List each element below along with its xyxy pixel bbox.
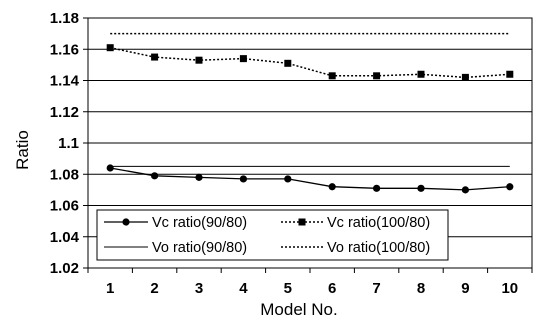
series-1-point-3 — [195, 56, 203, 64]
y-tick-label-3: 1.08 — [50, 166, 79, 183]
series-0 — [106, 164, 514, 194]
y-tick-label-1: 1.04 — [50, 229, 80, 246]
series-1-point-10 — [506, 70, 514, 78]
series-1-point-2 — [151, 53, 159, 61]
x-tick-label-2: 2 — [150, 280, 158, 297]
y-axis-ticks: 1.02 1.04 1.06 1.08 1.1 1.12 1.14 1.16 1.18 — [50, 10, 88, 277]
series-1-point-8 — [417, 70, 425, 78]
legend-marker-vc-100 — [298, 218, 306, 226]
legend-marker-vc-90 — [122, 218, 130, 226]
legend-label-vc-100: Vc ratio(100/80) — [327, 215, 430, 231]
y-tick-label-2: 1.06 — [50, 198, 79, 215]
series-0-point-7 — [373, 184, 381, 192]
x-tick-label-8: 8 — [417, 280, 425, 297]
series-0-point-6 — [328, 183, 336, 191]
x-tick-label-4: 4 — [239, 280, 248, 297]
series-1-point-5 — [284, 59, 292, 67]
series-1-point-4 — [239, 55, 247, 63]
series-1-point-1 — [106, 44, 114, 52]
series-group — [106, 32, 514, 194]
x-axis-ticks: 1 2 3 4 5 6 7 8 9 10 — [87, 268, 533, 297]
y-tick-label-0: 1.02 — [50, 260, 79, 277]
legend-label-vc-90: Vc ratio(90/80) — [152, 215, 247, 231]
x-tick-label-5: 5 — [284, 280, 292, 297]
series-0-point-8 — [417, 184, 425, 192]
y-tick-label-5: 1.12 — [50, 104, 79, 121]
series-0-point-5 — [284, 175, 292, 183]
legend-label-vo-100: Vo ratio(100/80) — [327, 240, 430, 256]
legend: Vc ratio(90/80) Vc ratio(100/80) Vo rati… — [96, 209, 449, 261]
y-tick-label-4: 1.1 — [58, 135, 79, 152]
y-tick-label-6: 1.14 — [50, 73, 80, 90]
x-axis-label: Model No. — [260, 300, 337, 319]
series-0-point-1 — [106, 164, 114, 172]
series-line-0 — [110, 167, 510, 191]
x-tick-label-10: 10 — [501, 280, 518, 297]
legend-label-vo-90: Vo ratio(90/80) — [152, 240, 247, 256]
y-axis-label: Ratio — [13, 130, 32, 170]
x-tick-label-3: 3 — [195, 280, 203, 297]
legend-box — [96, 209, 449, 261]
series-1 — [106, 44, 514, 81]
y-tick-label-8: 1.18 — [50, 10, 79, 27]
series-line-1 — [110, 46, 510, 79]
series-1-point-7 — [373, 72, 381, 80]
x-tick-label-7: 7 — [372, 280, 380, 297]
series-0-point-3 — [195, 173, 203, 181]
series-1-point-6 — [328, 72, 336, 80]
series-0-point-4 — [239, 175, 247, 183]
series-0-point-9 — [461, 186, 469, 194]
x-tick-label-9: 9 — [461, 280, 469, 297]
series-0-point-10 — [506, 183, 514, 191]
y-tick-label-7: 1.16 — [50, 41, 79, 58]
series-1-point-9 — [461, 73, 469, 81]
series-0-point-2 — [151, 172, 159, 180]
x-tick-label-1: 1 — [106, 280, 114, 297]
x-tick-label-6: 6 — [328, 280, 336, 297]
